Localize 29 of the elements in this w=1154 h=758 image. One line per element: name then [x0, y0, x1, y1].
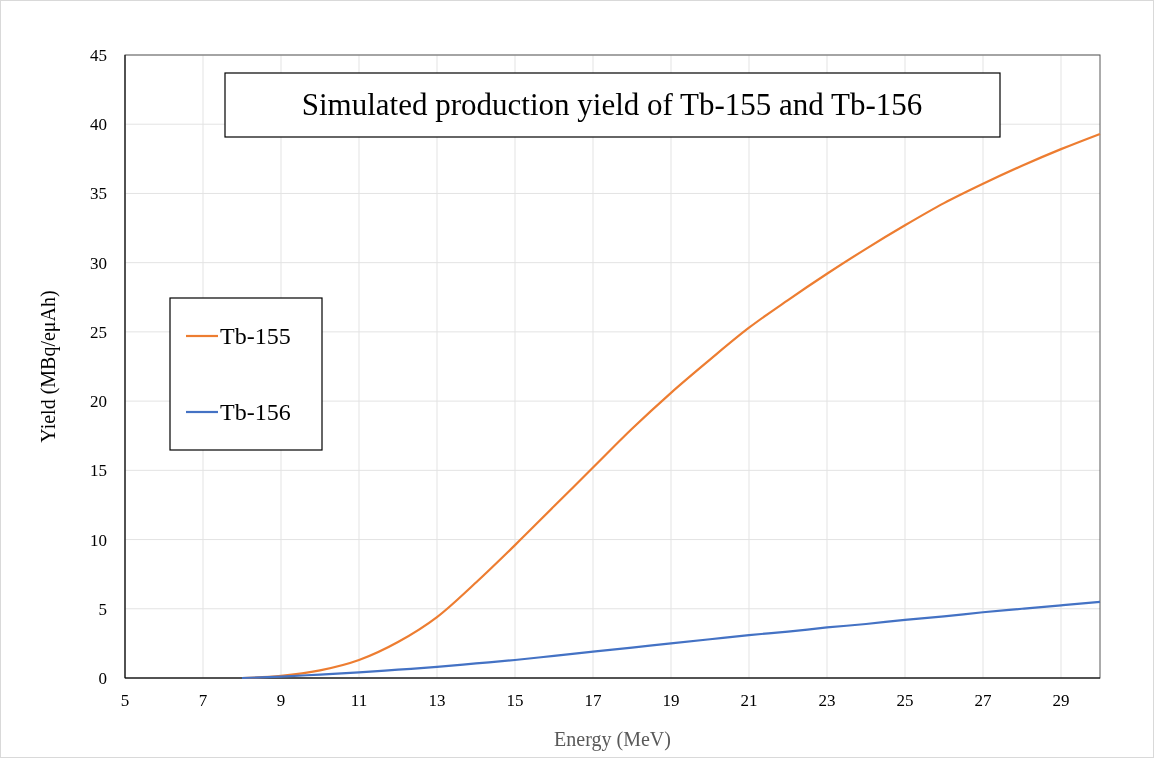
y-tick-label: 20	[90, 392, 107, 412]
legend-label: Tb-155	[220, 323, 291, 350]
y-tick-label: 5	[98, 599, 107, 619]
x-axis-title: Energy (MeV)	[554, 728, 671, 751]
x-tick-label: 9	[276, 691, 286, 710]
x-tick-label: 29	[1052, 691, 1070, 710]
x-tick-label: 23	[818, 691, 836, 710]
text: Simulated production yield of Tb-155 and Tb-156	[301, 87, 923, 122]
x-tick-label: 13	[428, 691, 446, 710]
x-tick-label: 17	[584, 691, 602, 710]
x-tick-label: 7	[198, 691, 208, 710]
x-tick-label: 21	[740, 691, 758, 710]
y-tick-label: 25	[90, 322, 107, 342]
x-tick-label: 11	[350, 691, 368, 710]
legend-label: Tb-156	[220, 399, 291, 426]
y-axis-title: Yield (MBq/eμAh)	[37, 290, 60, 443]
y-tick-label: 45	[90, 45, 107, 65]
y-tick-label: 0	[98, 668, 107, 688]
y-tick-label: 15	[90, 461, 107, 481]
line-series	[240, 600, 1102, 680]
x-tick-label: 5	[120, 691, 130, 710]
x-tick-label: 25	[896, 691, 914, 710]
x-tick-label: 27	[974, 691, 992, 710]
x-tick-label: 15	[506, 691, 524, 710]
y-tick-label: 10	[90, 530, 107, 550]
y-tick-label: 30	[90, 253, 107, 273]
y-tick-label: 35	[90, 184, 107, 204]
x-tick-label: 19	[662, 691, 680, 710]
y-tick-label: 40	[90, 115, 107, 135]
